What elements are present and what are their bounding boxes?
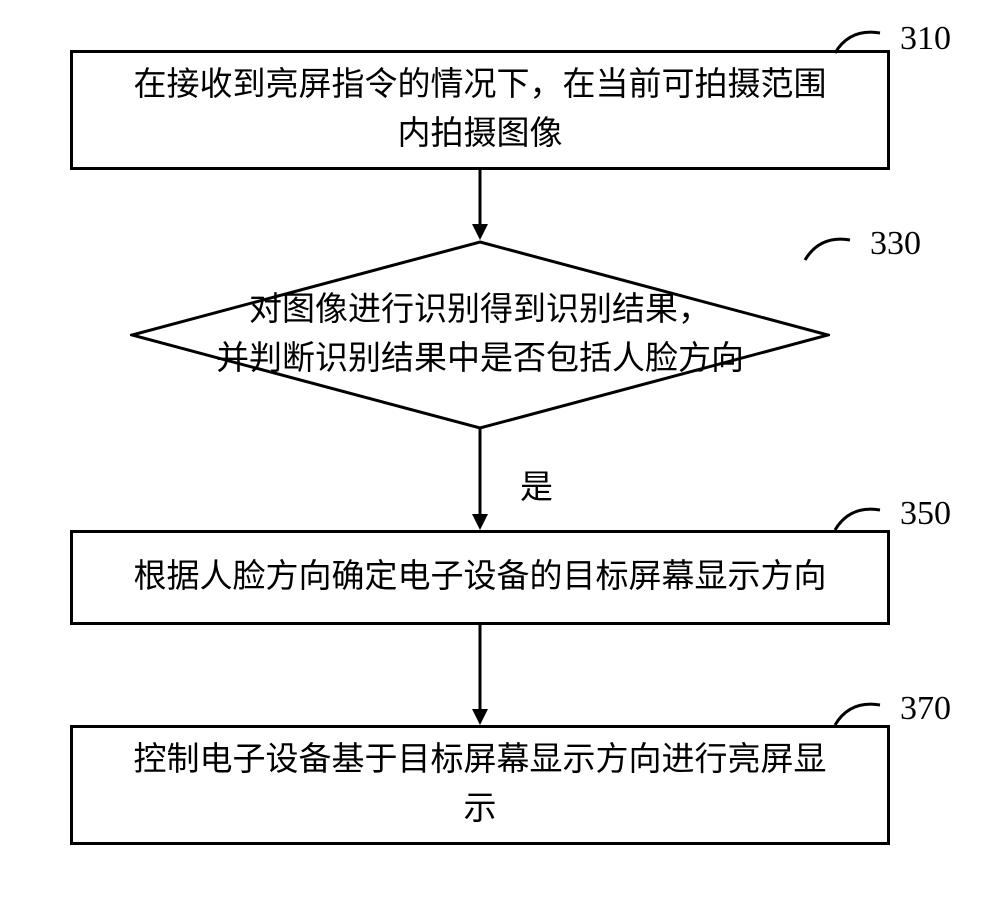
label-330: 330 — [870, 225, 921, 263]
step-310-line2: 内拍摄图像 — [398, 116, 563, 152]
label-350: 350 — [900, 495, 951, 533]
arrow-330-350 — [468, 428, 492, 533]
process-step-310: 在接收到亮屏指令的情况下，在当前可拍摄范围 内拍摄图像 — [70, 50, 890, 170]
callout-330 — [800, 235, 860, 265]
step-330-line1: 对图像进行识别得到识别结果， — [249, 292, 711, 328]
step-330-line2: 并判断识别结果中是否包括人脸方向 — [216, 341, 744, 377]
label-310: 310 — [900, 20, 951, 58]
step-350-line1: 根据人脸方向确定电子设备的目标屏幕显示方向 — [134, 559, 827, 595]
callout-310 — [830, 28, 890, 58]
process-step-350: 根据人脸方向确定电子设备的目标屏幕显示方向 — [70, 530, 890, 625]
flowchart-container: 在接收到亮屏指令的情况下，在当前可拍摄范围 内拍摄图像 310 对图像进行识别得… — [50, 30, 950, 870]
edge-label-yes: 是 — [520, 460, 553, 508]
decision-step-330: 对图像进行识别得到识别结果， 并判断识别结果中是否包括人脸方向 — [130, 240, 830, 430]
step-310-line1: 在接收到亮屏指令的情况下，在当前可拍摄范围 — [134, 67, 827, 103]
arrow-350-370 — [468, 625, 492, 727]
arrow-310-330 — [468, 170, 492, 242]
step-370-line1: 控制电子设备基于目标屏幕显示方向进行亮屏显 — [134, 742, 827, 778]
label-370: 370 — [900, 690, 951, 728]
step-370-line2: 示 — [464, 791, 497, 827]
process-step-370: 控制电子设备基于目标屏幕显示方向进行亮屏显 示 — [70, 725, 890, 845]
